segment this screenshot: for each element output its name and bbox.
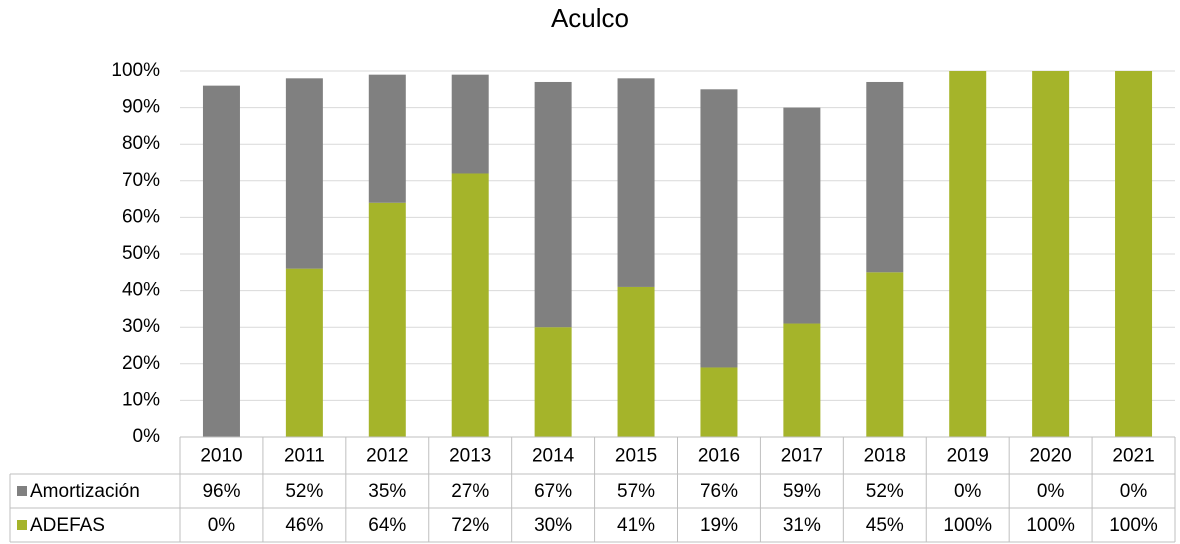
bar-segment [534,81,572,328]
table-value: 45% [866,515,904,536]
x-tick-label: 2016 [698,446,740,467]
x-tick-label: 2013 [449,446,491,467]
table-value: 100% [1109,515,1158,536]
table-value: 59% [783,481,821,502]
legend-swatch [17,486,27,496]
y-tick-label: 30% [122,316,160,337]
x-tick-label: 2014 [532,446,575,467]
table-value: 0% [954,481,982,502]
table-value: 0% [1120,481,1148,502]
bar-segment [1115,71,1153,437]
legend-label: ADEFAS [30,515,105,536]
bar-segment [783,107,821,324]
y-tick-label: 60% [122,206,160,227]
bar-segment [202,85,240,437]
bar-segment [617,286,655,437]
x-tick-label: 2011 [284,446,325,467]
table-value: 72% [451,515,489,536]
x-tick-label: 2020 [1029,446,1071,467]
x-tick-label: 2021 [1112,446,1154,467]
bar-segment [700,367,738,437]
chart-title: Aculco [551,3,629,33]
y-tick-label: 40% [122,280,160,301]
x-tick-label: 2019 [947,446,989,467]
table-value: 76% [700,481,738,502]
bar-segment [534,327,572,437]
y-tick-label: 20% [122,353,160,374]
x-tick-label: 2015 [615,446,657,467]
table-value: 35% [368,481,406,502]
bar-segment [368,74,406,203]
bar-segment [1032,71,1070,437]
bar-segment [866,272,904,437]
bar-segment [617,78,655,287]
x-tick-label: 2012 [366,446,408,467]
y-tick-label: 100% [111,60,160,81]
y-tick-label: 90% [122,97,160,118]
table-value: 0% [1037,481,1065,502]
bar-segment [783,323,821,437]
legend-label: Amortización [30,481,140,502]
table-value: 52% [285,481,323,502]
y-tick-label: 50% [122,243,160,264]
table-value: 96% [202,481,240,502]
bar-segment [700,89,738,368]
y-tick-label: 10% [122,389,160,410]
table-value: 52% [866,481,904,502]
x-tick-label: 2018 [864,446,906,467]
table-value: 46% [285,515,323,536]
table-value: 64% [368,515,406,536]
table-value: 57% [617,481,655,502]
bar-segment [866,81,904,273]
legend-swatch [17,520,27,530]
bar-segment [949,71,987,437]
bar-segment [368,202,406,437]
bar-segment [451,173,489,438]
y-tick-label: 80% [122,133,160,154]
table-value: 100% [1026,515,1075,536]
table-value: 31% [783,515,821,536]
bar-segment [285,268,323,437]
table-value: 0% [208,515,236,536]
bar-segment [451,74,489,174]
table-value: 30% [534,515,572,536]
y-tick-label: 70% [122,170,160,191]
y-tick-label: 0% [133,426,161,447]
x-tick-label: 2017 [781,446,823,467]
bar-segment [285,78,323,269]
table-value: 19% [700,515,738,536]
table-value: 100% [943,515,992,536]
table-value: 67% [534,481,572,502]
table-value: 27% [451,481,489,502]
x-tick-label: 2010 [200,446,242,467]
table-value: 41% [617,515,655,536]
